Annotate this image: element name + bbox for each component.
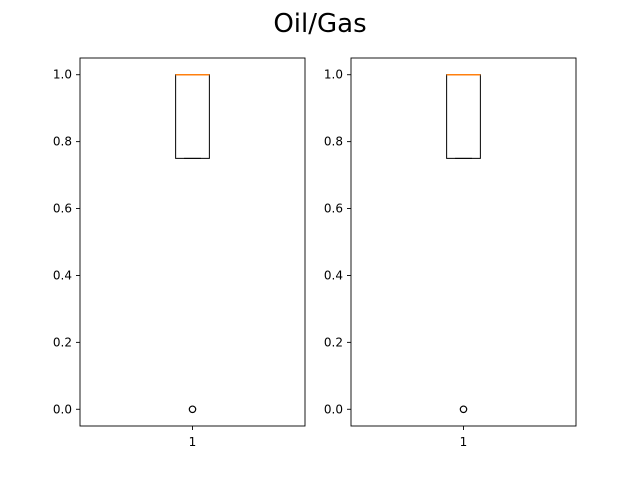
box-1 bbox=[175, 73, 210, 414]
y-tick-label: 0.0 bbox=[324, 402, 343, 416]
figure-title: Oil/Gas bbox=[273, 9, 366, 39]
y-tick-label: 0.2 bbox=[324, 335, 343, 349]
box-body bbox=[446, 74, 481, 159]
x-tick-label: 1 bbox=[460, 435, 468, 449]
y-tick-label: 1.0 bbox=[324, 68, 343, 82]
y-tick-label: 0.6 bbox=[324, 202, 343, 216]
y-tick-label: 0.2 bbox=[53, 335, 72, 349]
y-tick-label: 0.4 bbox=[53, 268, 72, 282]
boxplot-panel-right: 0.0 0.2 0.4 0.6 0.8 1.0 1 bbox=[324, 57, 577, 449]
axes-frame bbox=[350, 57, 577, 427]
y-tick-label: 0.6 bbox=[53, 202, 72, 216]
box-body bbox=[175, 74, 210, 159]
axes-frame bbox=[79, 57, 306, 427]
y-tick-label: 0.8 bbox=[324, 135, 343, 149]
boxplot-panel-left: 0.0 0.2 0.4 0.6 0.8 1.0 1 bbox=[53, 57, 306, 449]
box-1 bbox=[446, 73, 481, 414]
y-tick-label: 0.0 bbox=[53, 402, 72, 416]
y-tick-label: 1.0 bbox=[53, 68, 72, 82]
outlier-point bbox=[188, 405, 197, 414]
y-tick-label: 0.8 bbox=[53, 135, 72, 149]
y-tick-label: 0.4 bbox=[324, 268, 343, 282]
outlier-point bbox=[459, 405, 468, 414]
x-tick-label: 1 bbox=[189, 435, 197, 449]
